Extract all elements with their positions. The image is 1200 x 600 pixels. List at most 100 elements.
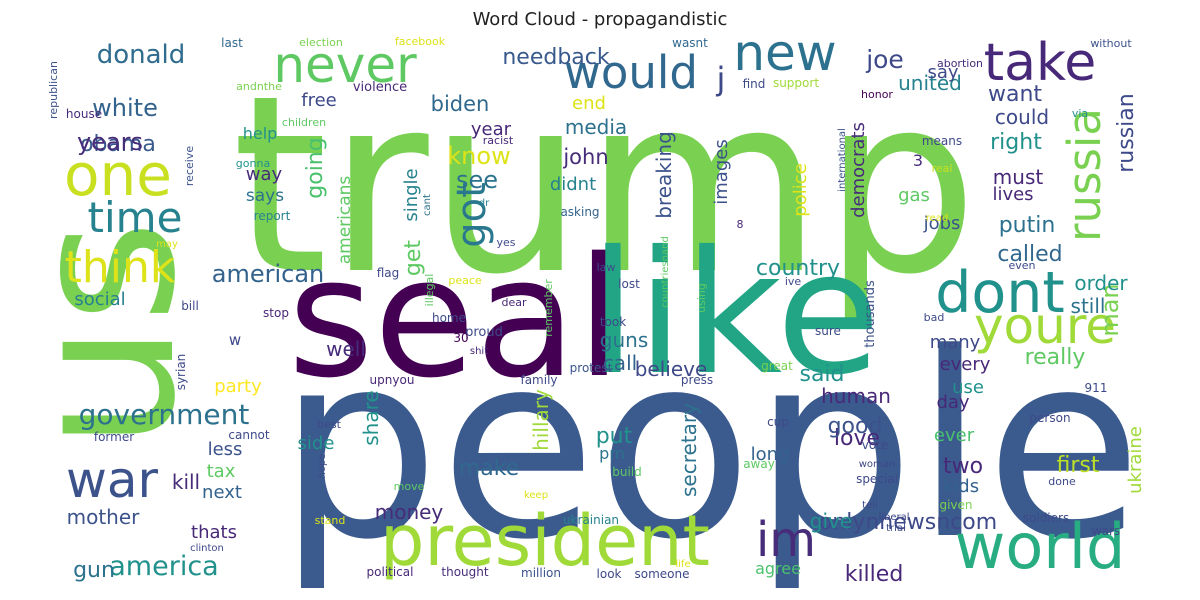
- word-could: could: [995, 105, 1049, 129]
- word-cant: cant: [422, 194, 433, 216]
- word-andnthe: andnthe: [236, 80, 282, 93]
- word-youre: youre: [974, 297, 1116, 355]
- word-know: know: [447, 142, 510, 170]
- chart-title: Word Cloud - propagandistic: [472, 9, 728, 30]
- word-take: take: [984, 33, 1097, 93]
- word-order: order: [1074, 271, 1128, 295]
- word-political: political: [367, 565, 414, 579]
- word-give: give: [810, 509, 852, 533]
- word-say: say: [927, 62, 958, 83]
- word-many: many: [930, 332, 981, 353]
- word-home: home: [432, 311, 466, 325]
- word-liberal: liberal: [878, 512, 909, 523]
- word-government: government: [79, 398, 250, 431]
- word-upnyou: upnyou: [370, 373, 415, 387]
- word-joe: joe: [865, 45, 904, 74]
- word-next: next: [202, 482, 242, 503]
- word-put: put: [596, 424, 633, 449]
- word-world: world: [955, 510, 1126, 583]
- word-dear: dear: [501, 296, 526, 309]
- word-ever: ever: [934, 425, 975, 446]
- word-given: given: [939, 498, 972, 512]
- word-children: children: [282, 116, 326, 129]
- word-real: real: [932, 162, 953, 175]
- word-end: end: [572, 93, 606, 114]
- word-hillary: hillary: [529, 389, 553, 451]
- word-stand: stand: [315, 514, 346, 527]
- word-hope: hope: [317, 454, 328, 479]
- word-took: took: [600, 315, 626, 329]
- word-pm: pm: [599, 444, 625, 463]
- word-lost: lost: [618, 277, 640, 291]
- word-war: war: [66, 451, 159, 509]
- word-ive: ive: [785, 275, 802, 288]
- word-support: support: [773, 76, 819, 90]
- word-well: well: [326, 337, 366, 361]
- word-use: use: [952, 377, 984, 398]
- word-facebook: facebook: [395, 35, 446, 48]
- word-onlynnewsncom: onlynnewsncom: [819, 510, 997, 535]
- word-law: law: [597, 261, 616, 274]
- word-called: called: [997, 242, 1062, 267]
- word-ukrainian: ukrainian: [563, 513, 619, 527]
- word-house: house: [66, 107, 102, 121]
- word-keep: keep: [524, 490, 548, 501]
- word-protest: protest: [570, 361, 613, 375]
- word-said: said: [799, 362, 844, 387]
- word-american: american: [212, 260, 325, 288]
- word-images: images: [711, 139, 732, 204]
- word-woman: woman: [859, 459, 896, 470]
- word-human: human: [821, 384, 891, 408]
- word-man: man: [1096, 283, 1124, 336]
- word-john: john: [562, 145, 608, 169]
- word-means: means: [922, 134, 962, 148]
- word-side: side: [298, 433, 335, 454]
- word-years: years: [77, 128, 143, 156]
- word-family: family: [520, 373, 557, 387]
- word-gas: gas: [898, 185, 930, 206]
- word-report: report: [254, 209, 291, 223]
- word-think: think: [65, 242, 176, 293]
- word-bad: bad: [924, 311, 945, 324]
- word-dr: dr: [479, 198, 490, 209]
- word-remember: remember: [542, 279, 555, 337]
- word-vote: vote: [862, 438, 889, 452]
- word-united: united: [898, 71, 962, 95]
- word-build: build: [612, 465, 642, 479]
- word-peace: peace: [448, 274, 482, 287]
- word-country: country: [756, 256, 840, 281]
- word-one: one: [64, 141, 172, 209]
- word-every: every: [940, 354, 991, 375]
- word-3: 3: [913, 151, 923, 170]
- word-someone: someone: [635, 567, 690, 581]
- word-gonna: gonna: [236, 157, 270, 170]
- word-proud: proud: [465, 325, 503, 340]
- word-honor: honor: [861, 88, 893, 101]
- word-even: even: [1008, 259, 1035, 272]
- word-year: year: [471, 119, 512, 140]
- word-way: way: [246, 164, 283, 185]
- word-abortion: abortion: [937, 57, 983, 70]
- word-international: international: [837, 128, 848, 192]
- word-last: last: [221, 36, 243, 50]
- word-trial: trial: [886, 523, 906, 534]
- word-really: really: [1025, 345, 1086, 370]
- word-bill: bill: [181, 299, 199, 313]
- word-via: via: [1072, 107, 1088, 120]
- word-going: going: [303, 137, 328, 198]
- word-long: long: [751, 444, 790, 465]
- word-social: social: [74, 289, 125, 310]
- word-must: must: [993, 165, 1044, 189]
- word-thats: thats: [191, 522, 237, 543]
- word-would: would: [564, 46, 698, 99]
- word-jobs: jobs: [923, 213, 961, 234]
- word-million: million: [521, 566, 561, 580]
- word-make: make: [459, 456, 519, 481]
- word-new: new: [733, 24, 836, 82]
- word-life: life: [675, 559, 690, 570]
- word-day: day: [936, 392, 969, 413]
- word-money: money: [375, 500, 444, 524]
- word-never: never: [273, 36, 417, 94]
- word-soldiers: soldiers: [1023, 511, 1069, 525]
